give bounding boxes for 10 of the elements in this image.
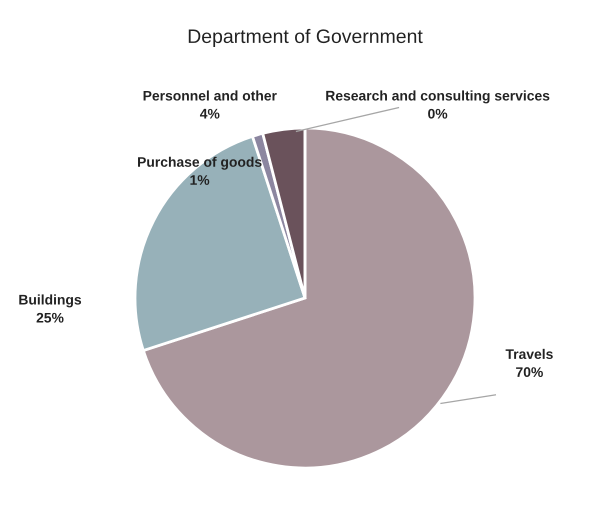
- data-label: 1%: [190, 175, 210, 185]
- data-label: 4%: [200, 108, 220, 119]
- slice-label: Travels: [506, 348, 553, 360]
- chart-title: Department of Government: [188, 28, 423, 47]
- category-label: Research and consulting services: [326, 90, 550, 104]
- slice-label: Buildings: [19, 294, 82, 308]
- text: 0%: [428, 108, 448, 119]
- data-label: 70%: [516, 367, 543, 378]
- data-label: 25%: [36, 312, 64, 323]
- slice-label: Personnel and other: [144, 90, 277, 101]
